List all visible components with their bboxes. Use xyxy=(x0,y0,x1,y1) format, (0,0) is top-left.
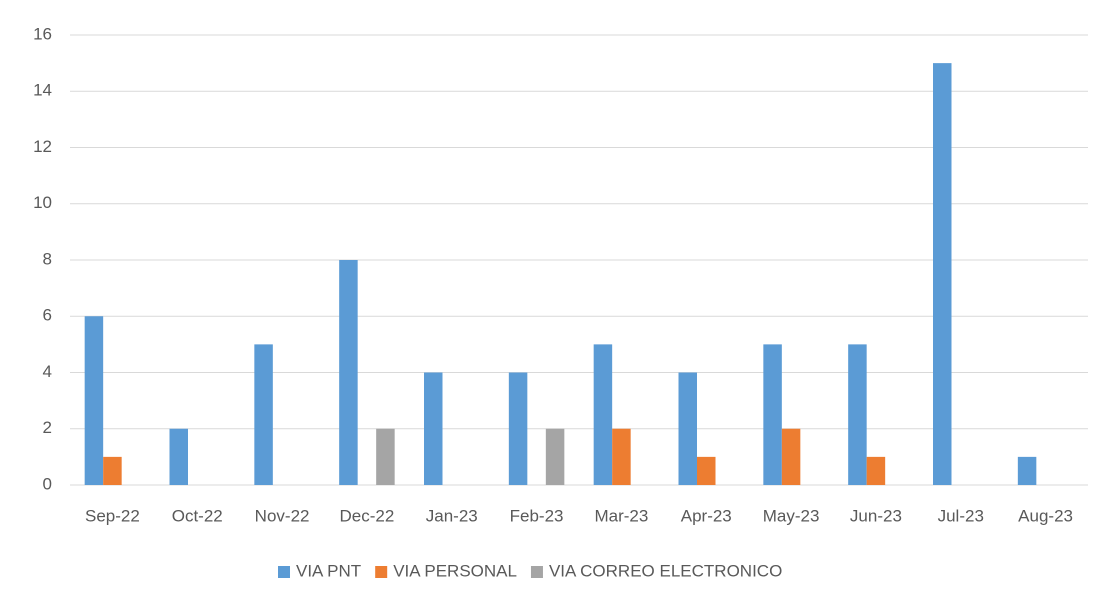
bar xyxy=(84,316,104,485)
y-tick-label: 4 xyxy=(43,362,52,381)
x-tick-label: Jul-23 xyxy=(938,506,984,525)
bar xyxy=(545,428,565,485)
x-tick-label: Nov-22 xyxy=(255,506,310,525)
bar xyxy=(103,456,122,485)
bar xyxy=(697,456,716,485)
x-tick-label: Aug-23 xyxy=(1018,506,1073,525)
y-tick-label: 6 xyxy=(43,306,52,325)
legend-label: VIA PNT xyxy=(296,561,361,580)
x-tick-label: Oct-22 xyxy=(172,506,223,525)
y-tick-label: 16 xyxy=(33,24,52,43)
x-tick-label: May-23 xyxy=(763,506,820,525)
legend-swatch xyxy=(278,566,290,578)
legend-swatch xyxy=(375,566,388,578)
x-tick-label: Feb-23 xyxy=(510,506,564,525)
legend-swatch xyxy=(530,566,543,578)
y-tick-label: 12 xyxy=(33,137,52,156)
bar xyxy=(593,344,613,485)
y-tick-label: 0 xyxy=(43,474,52,493)
x-tick-label: Jan-23 xyxy=(426,506,478,525)
y-tick-label: 10 xyxy=(33,193,52,212)
bar xyxy=(1017,456,1037,485)
bar xyxy=(781,428,801,485)
bar xyxy=(169,428,188,485)
x-tick-label: Jun-23 xyxy=(850,506,902,525)
y-tick-label: 2 xyxy=(43,418,52,437)
x-tick-label: Mar-23 xyxy=(594,506,648,525)
legend-label: VIA PERSONAL xyxy=(393,561,517,580)
bar xyxy=(339,260,358,485)
bar xyxy=(612,428,631,485)
bar xyxy=(424,372,443,485)
bar xyxy=(376,428,395,485)
bar xyxy=(848,344,867,485)
bar xyxy=(678,372,697,485)
x-tick-label: Sep-22 xyxy=(85,506,140,525)
x-tick-label: Apr-23 xyxy=(681,506,732,525)
x-tick-label: Dec-22 xyxy=(340,506,395,525)
bar xyxy=(763,344,782,485)
y-tick-label: 14 xyxy=(33,81,52,100)
legend-label: VIA CORREO ELECTRONICO xyxy=(549,561,782,580)
y-tick-label: 8 xyxy=(43,249,52,268)
bar xyxy=(933,63,952,485)
bar xyxy=(866,456,886,485)
bar xyxy=(254,344,273,485)
bar xyxy=(508,372,528,485)
